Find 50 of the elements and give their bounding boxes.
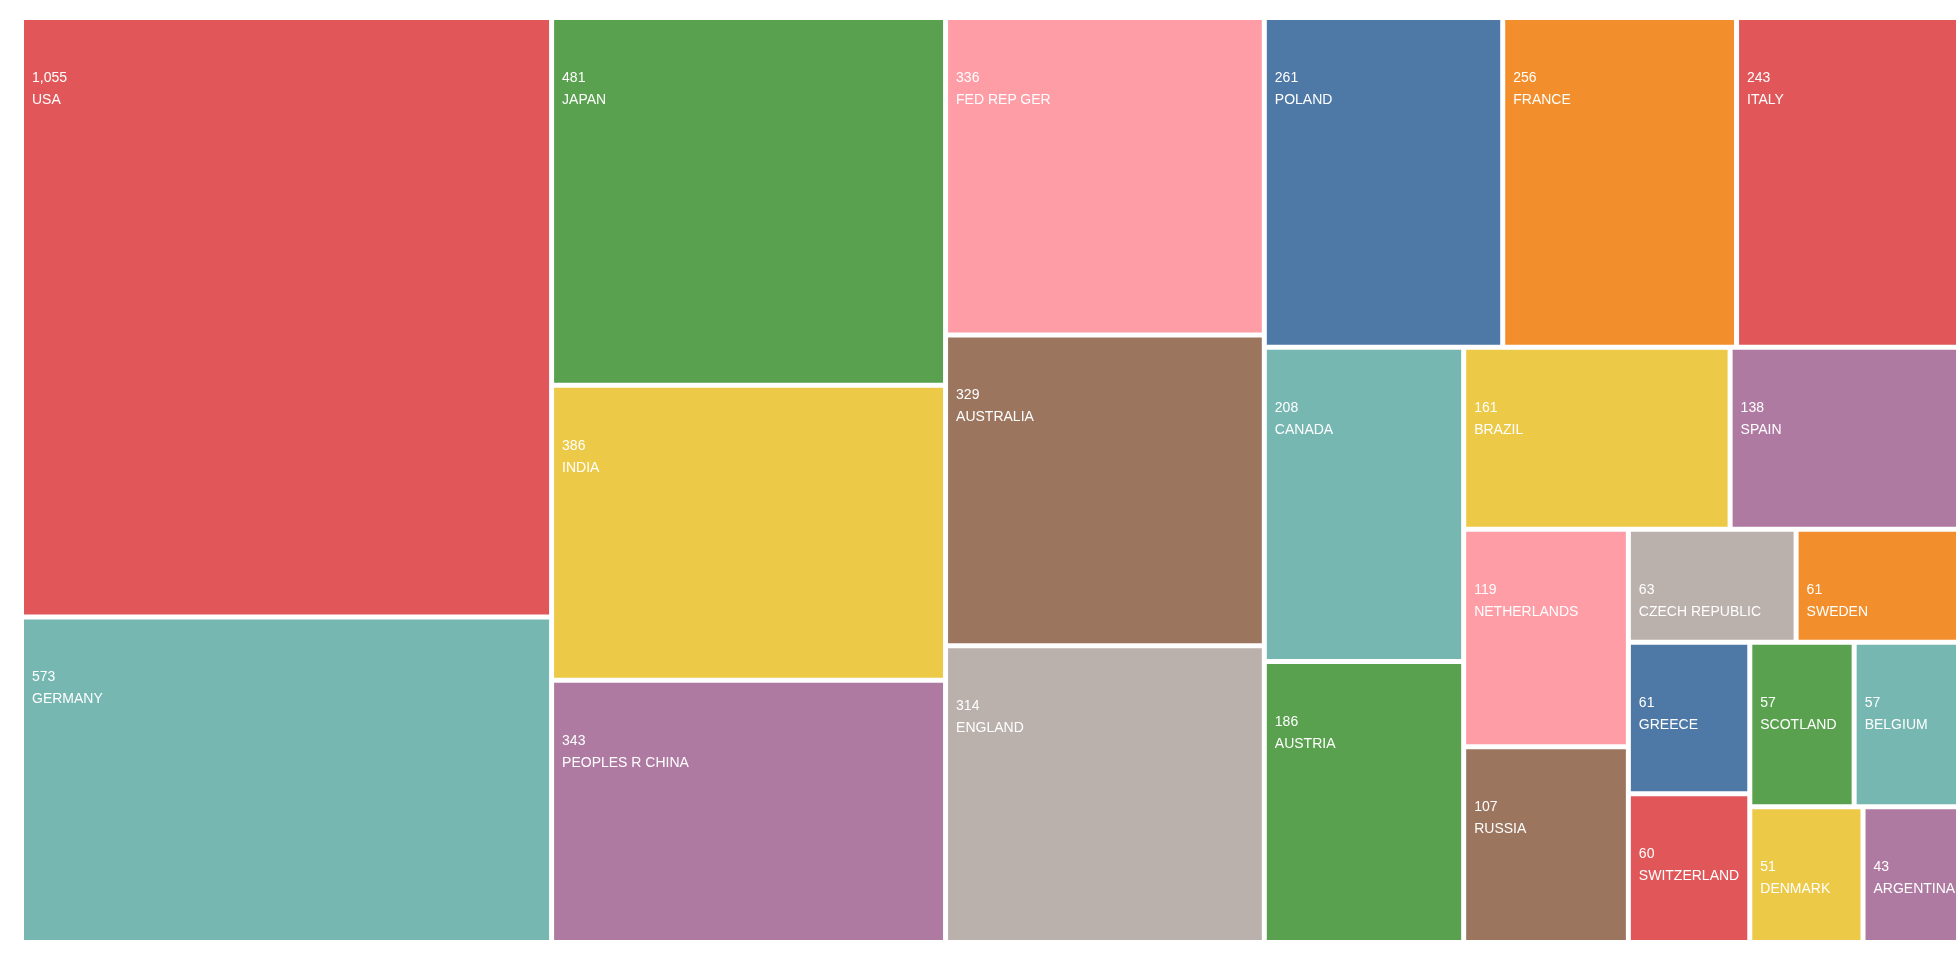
- category-label: SWEDEN: [1806, 602, 1869, 619]
- data-label: 107: [1474, 798, 1498, 815]
- category-label: POLAND: [1274, 91, 1333, 107]
- data-label: 60: [1638, 845, 1655, 862]
- data-label: 119: [1474, 580, 1497, 597]
- data-label: 261: [1274, 69, 1299, 85]
- data-label: 573: [32, 668, 56, 685]
- category-label: FED REP GER: [956, 91, 1051, 107]
- category-label: SWITZERLAND: [1638, 867, 1740, 884]
- category-label: BRAZIL: [1474, 420, 1524, 437]
- data-label: 43: [1873, 858, 1890, 875]
- data-label: 57: [1760, 693, 1777, 710]
- data-label: 138: [1740, 398, 1765, 415]
- data-label: 61: [1638, 693, 1655, 710]
- category-label: FRANCE: [1513, 91, 1571, 107]
- data-label: 186: [1274, 712, 1299, 729]
- category-label: ARGENTINA: [1873, 880, 1956, 897]
- data-label: 1,055: [32, 69, 68, 85]
- data-label: 314: [956, 697, 980, 714]
- data-label: 386: [562, 436, 586, 453]
- data-label: 51: [1760, 858, 1777, 875]
- category-label: CZECH REPUBLIC: [1638, 602, 1762, 619]
- category-label: INDIA: [562, 458, 601, 475]
- data-label: 57: [1864, 693, 1881, 710]
- data-label: 256: [1513, 69, 1537, 85]
- category-label: SCOTLAND: [1760, 715, 1837, 732]
- data-label: 61: [1806, 580, 1823, 597]
- category-label: DENMARK: [1760, 880, 1831, 897]
- category-label: SPAIN: [1740, 420, 1782, 437]
- data-label: 208: [1274, 398, 1299, 415]
- category-label: ITALY: [1747, 91, 1785, 107]
- data-label: 481: [562, 69, 586, 85]
- category-label: BELGIUM: [1864, 715, 1928, 732]
- data-label: 336: [956, 69, 980, 85]
- category-label: PEOPLES R CHINA: [562, 753, 690, 770]
- category-label: JAPAN: [562, 91, 607, 107]
- data-label: 329: [956, 386, 980, 403]
- data-label: 161: [1474, 398, 1498, 415]
- data-label: 343: [562, 731, 586, 748]
- data-label: 243: [1747, 69, 1771, 85]
- category-label: RUSSIA: [1474, 820, 1527, 837]
- category-label: ENGLAND: [956, 719, 1024, 736]
- category-label: AUSTRIA: [1274, 734, 1337, 751]
- data-label: 63: [1638, 580, 1655, 597]
- category-label: GREECE: [1638, 715, 1698, 732]
- category-label: GERMANY: [32, 690, 104, 707]
- category-label: USA: [32, 91, 62, 107]
- category-label: AUSTRALIA: [956, 408, 1035, 425]
- category-label: CANADA: [1274, 420, 1334, 437]
- category-label: NETHERLANDS: [1474, 602, 1579, 619]
